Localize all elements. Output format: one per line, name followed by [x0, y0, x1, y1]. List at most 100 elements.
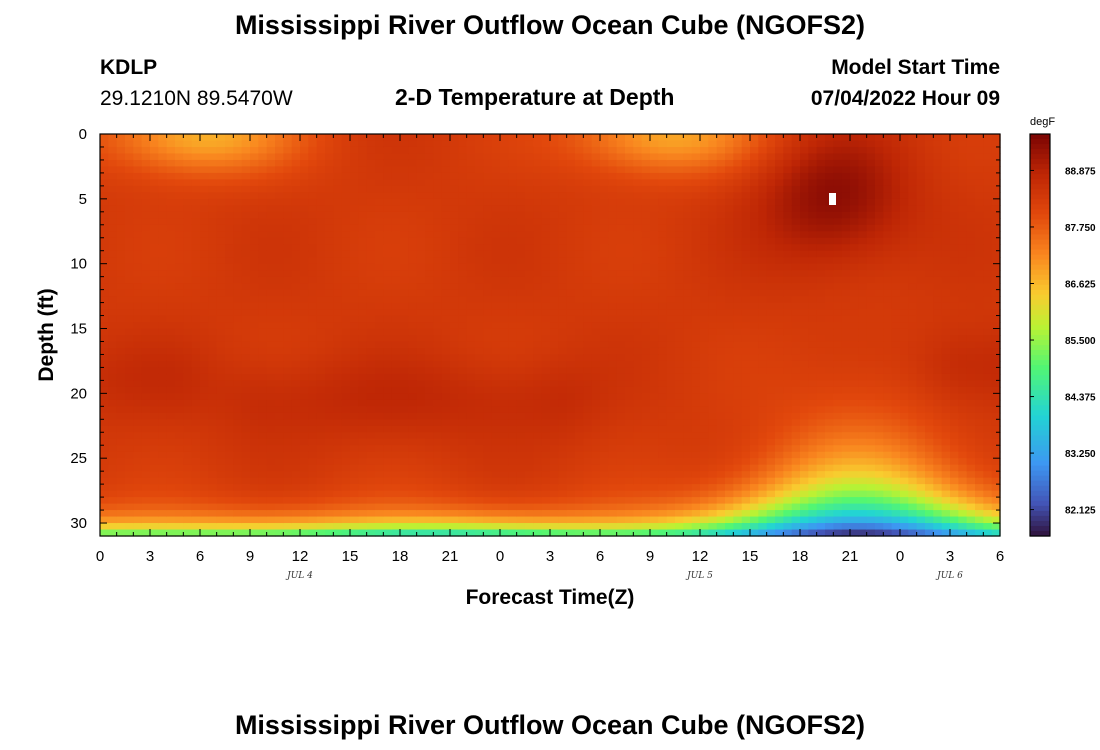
heatmap-cell	[550, 257, 559, 265]
heatmap-cell	[191, 309, 201, 317]
heatmap-cell	[350, 451, 359, 459]
heatmap-cell	[308, 153, 318, 161]
heatmap-cell	[758, 451, 768, 459]
heatmap-cell	[725, 140, 734, 148]
heatmap-cell	[516, 373, 526, 381]
heatmap-cell	[283, 250, 293, 258]
heatmap-cell	[300, 179, 309, 187]
heatmap-cell	[650, 257, 659, 265]
heatmap-cell	[225, 296, 234, 304]
heatmap-cell	[150, 503, 159, 511]
heatmap-cell	[241, 309, 251, 317]
heatmap-cell	[408, 380, 418, 388]
heatmap-cell	[658, 192, 668, 200]
heatmap-cell	[383, 335, 393, 343]
heatmap-cell	[433, 237, 443, 245]
heatmap-cell	[441, 477, 451, 485]
heatmap-cell	[533, 134, 543, 142]
heatmap-cell	[733, 471, 743, 479]
heatmap-cell	[141, 250, 151, 258]
heatmap-cell	[458, 419, 468, 427]
heatmap-cell	[600, 263, 609, 271]
heatmap-cell	[541, 412, 551, 420]
heatmap-cell	[458, 471, 468, 479]
heatmap-cell	[341, 211, 351, 219]
heatmap-cell	[658, 458, 668, 466]
heatmap-cell	[450, 153, 459, 161]
heatmap-cell	[183, 529, 193, 537]
heatmap-cell	[666, 302, 676, 310]
heatmap-cell	[183, 516, 193, 524]
heatmap-cell	[416, 335, 426, 343]
heatmap-cell	[175, 503, 184, 511]
heatmap-cell	[550, 393, 559, 401]
heatmap-cell	[233, 231, 243, 239]
heatmap-cell	[766, 172, 776, 180]
heatmap-cell	[341, 315, 351, 323]
heatmap-cell	[291, 263, 301, 271]
heatmap-cell	[733, 516, 743, 524]
heatmap-cell	[558, 477, 568, 485]
heatmap-cell	[700, 432, 709, 440]
heatmap-cell	[550, 516, 559, 524]
heatmap-cell	[658, 185, 668, 193]
heatmap-cell	[533, 140, 543, 148]
heatmap-cell	[216, 354, 226, 362]
heatmap-cell	[208, 237, 218, 245]
heatmap-cell	[400, 529, 409, 537]
heatmap-cell	[216, 257, 226, 265]
heatmap-cell	[375, 224, 384, 232]
heatmap-cell	[633, 146, 643, 155]
heatmap-cell	[258, 419, 268, 427]
heatmap-cell	[675, 393, 684, 401]
heatmap-cell	[550, 146, 559, 155]
heatmap-cell	[233, 309, 243, 317]
heatmap-cell	[691, 198, 701, 206]
heatmap-cell	[133, 172, 143, 180]
heatmap-cell	[316, 484, 326, 492]
heatmap-cell	[425, 328, 434, 336]
heatmap-cell	[491, 458, 501, 466]
heatmap-cell	[550, 438, 559, 446]
heatmap-cell	[183, 218, 193, 226]
heatmap-cell	[325, 341, 334, 349]
heatmap-cell	[258, 341, 268, 349]
heatmap-cell	[375, 302, 384, 310]
heatmap-cell	[266, 471, 276, 479]
heatmap-cell	[733, 244, 743, 252]
heatmap-cell	[275, 380, 284, 388]
heatmap-cell	[533, 335, 543, 343]
heatmap-cell	[116, 224, 126, 232]
heatmap-cell	[725, 477, 734, 485]
heatmap-cell	[316, 464, 326, 472]
heatmap-cell	[475, 283, 484, 291]
heatmap-cell	[308, 490, 318, 498]
heatmap-cell	[350, 237, 359, 245]
heatmap-cell	[725, 373, 734, 381]
heatmap-cell	[333, 477, 343, 485]
heatmap-cell	[358, 516, 368, 524]
heatmap-cell	[408, 432, 418, 440]
heatmap-cell	[183, 244, 193, 252]
heatmap-cell	[508, 529, 518, 537]
heatmap-cell	[533, 192, 543, 200]
heatmap-cell	[250, 484, 259, 492]
heatmap-cell	[466, 347, 476, 356]
heatmap-cell	[241, 458, 251, 466]
heatmap-cell	[191, 523, 201, 531]
heatmap-cell	[316, 250, 326, 258]
heatmap-cell	[133, 477, 143, 485]
heatmap-cell	[358, 302, 368, 310]
heatmap-cell	[375, 192, 384, 200]
heatmap-cell	[691, 315, 701, 323]
heatmap-cell	[308, 432, 318, 440]
heatmap-cell	[191, 146, 201, 155]
heatmap-cell	[325, 503, 334, 511]
heatmap-cell	[758, 341, 768, 349]
heatmap-cell	[633, 192, 643, 200]
heatmap-cell	[533, 218, 543, 226]
heatmap-cell	[208, 451, 218, 459]
heatmap-cell	[725, 425, 734, 433]
heatmap-cell	[233, 523, 243, 531]
heatmap-cell	[600, 438, 609, 446]
